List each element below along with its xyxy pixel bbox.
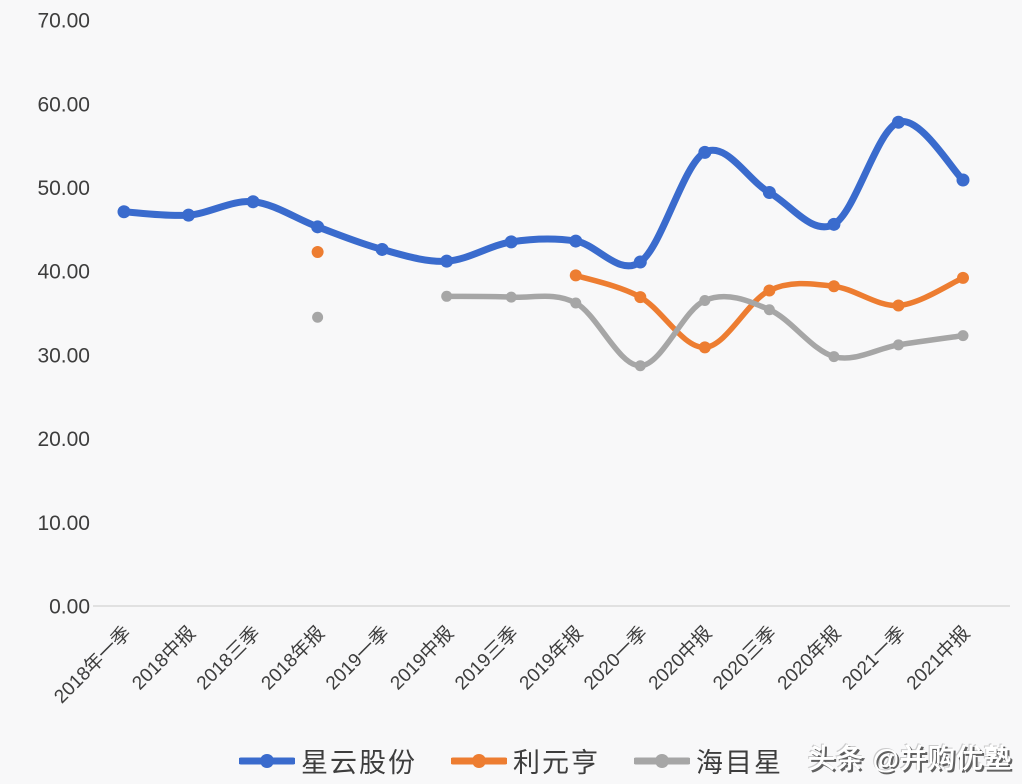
data-point-marker: [505, 291, 517, 303]
y-tick-label: 30.00: [37, 344, 90, 367]
data-point-marker: [246, 195, 260, 209]
data-point-marker: [698, 341, 711, 354]
data-point-marker: [311, 220, 325, 234]
x-tick-label: 2018年报: [257, 622, 329, 694]
data-point-marker: [504, 235, 518, 249]
y-axis-labels: 0.00 10.00 20.00 30.00 40.00 50.00 60.00 70.00: [37, 10, 90, 619]
x-tick-label: 2021中报: [902, 622, 974, 694]
x-tick-label: 2020中报: [644, 622, 716, 694]
series-海目星: [312, 290, 969, 372]
watermark-text: 头条 @并购优塾: [808, 744, 1012, 774]
x-tick-label: 2019年报: [515, 622, 587, 694]
x-tick-label: 2020一季: [580, 622, 652, 694]
y-tick-label: 40.00: [37, 261, 90, 284]
x-tick-label: 2018三季: [192, 622, 264, 694]
series-利元亨: [311, 245, 969, 354]
x-tick-label: 2019一季: [321, 622, 393, 694]
y-tick-label: 60.00: [37, 93, 90, 116]
data-point-marker: [440, 254, 454, 268]
data-point-marker: [892, 339, 904, 351]
x-tick-label: 2018年一季: [50, 622, 136, 708]
data-point-marker: [634, 360, 646, 372]
data-point-marker: [312, 311, 324, 323]
data-point-marker: [634, 291, 647, 304]
data-point-marker: [892, 299, 905, 312]
data-point-marker: [570, 297, 582, 309]
data-point-marker: [763, 304, 775, 316]
y-tick-label: 0.00: [49, 596, 90, 619]
x-tick-label: 2021一季: [838, 622, 910, 694]
data-point-marker: [956, 173, 970, 187]
data-point-marker: [569, 269, 582, 282]
data-point-marker: [891, 115, 905, 129]
x-tick-label: 2019三季: [450, 622, 522, 694]
data-point-marker: [311, 245, 324, 258]
data-point-marker: [441, 290, 453, 302]
data-point-marker: [698, 145, 712, 159]
x-tick-label: 2018中报: [128, 622, 200, 694]
x-tick-label: 2020年报: [773, 622, 845, 694]
x-axis-labels: 2018年一季2018中报2018三季2018年报2019一季2019中报201…: [50, 622, 975, 708]
y-tick-label: 20.00: [37, 428, 90, 451]
x-tick-label: 2019中报: [386, 622, 458, 694]
data-point-marker: [375, 242, 389, 256]
y-tick-label: 50.00: [37, 177, 90, 200]
data-point-marker: [569, 234, 583, 248]
data-point-marker: [762, 186, 776, 200]
y-tick-label: 10.00: [37, 512, 90, 535]
data-point-marker: [182, 208, 196, 222]
data-point-marker: [117, 205, 131, 219]
data-point-marker: [827, 217, 841, 231]
data-point-marker: [957, 330, 969, 342]
y-tick-label: 70.00: [37, 10, 90, 33]
data-point-marker: [828, 351, 840, 363]
data-point-marker: [633, 255, 647, 269]
data-point-marker: [699, 294, 711, 306]
series-line: [120, 118, 967, 270]
data-point-marker: [827, 280, 840, 293]
x-tick-label: 2020三季: [709, 622, 781, 694]
series-星云股份: [117, 115, 970, 270]
data-point-marker: [763, 284, 776, 297]
data-point-marker: [957, 271, 969, 284]
